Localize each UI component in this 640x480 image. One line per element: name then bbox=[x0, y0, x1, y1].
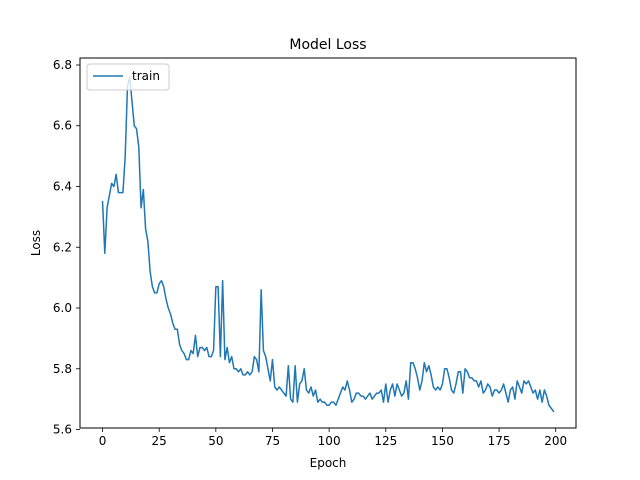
x-tick-label: 0 bbox=[99, 434, 107, 448]
x-tick-label: 75 bbox=[265, 434, 280, 448]
x-tick-label: 200 bbox=[544, 434, 567, 448]
x-tick-label: 100 bbox=[318, 434, 341, 448]
y-tick-label: 5.6 bbox=[53, 423, 72, 437]
y-tick-label: 6.2 bbox=[53, 240, 72, 254]
chart-title: Model Loss bbox=[289, 37, 366, 53]
series-layer bbox=[101, 76, 555, 413]
y-tick-label: 6.4 bbox=[53, 179, 72, 193]
y-axis-ticks: 5.6 5.8 6.0 6.2 6.4 6.6 6.8 bbox=[53, 58, 80, 437]
x-tick-label: 125 bbox=[374, 434, 397, 448]
x-tick-label: 25 bbox=[152, 434, 167, 448]
x-axis-ticks: 0 25 50 75 100 125 150 175 200 bbox=[99, 428, 567, 448]
y-tick-label: 6.6 bbox=[53, 119, 72, 133]
y-tick-label: 5.8 bbox=[53, 362, 72, 376]
y-tick-label: 6.0 bbox=[53, 301, 72, 315]
legend-label-train: train bbox=[132, 69, 160, 83]
plot-frame bbox=[79, 57, 577, 429]
legend-box bbox=[86, 63, 170, 91]
series-line-train bbox=[101, 76, 555, 413]
legend: train bbox=[86, 63, 170, 91]
y-tick-label: 6.8 bbox=[53, 58, 72, 72]
x-axis-label: Epoch bbox=[310, 456, 347, 470]
x-tick-label: 150 bbox=[431, 434, 454, 448]
y-axis-label: Loss bbox=[29, 230, 43, 256]
x-tick-label: 50 bbox=[208, 434, 223, 448]
x-tick-label: 175 bbox=[488, 434, 511, 448]
